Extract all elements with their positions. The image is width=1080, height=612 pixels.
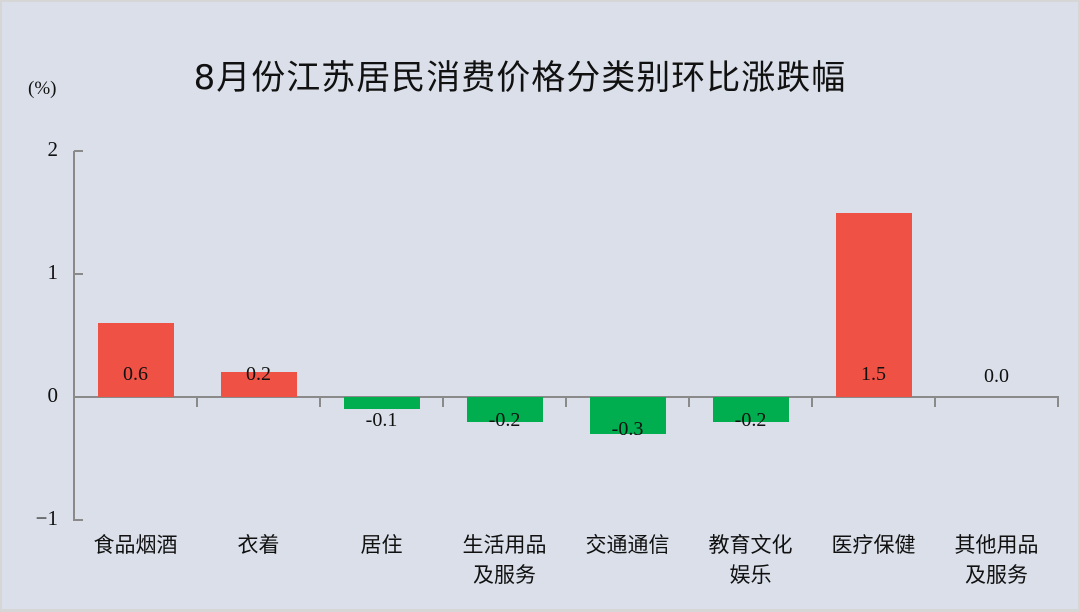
y-tick-label: −1 [35,506,58,530]
bar[interactable] [97,323,174,397]
bar[interactable] [589,397,666,434]
y-tick-label: 1 [47,260,59,284]
category-label-line: 食品烟酒 [93,533,178,557]
y-axis-tick [74,519,83,521]
y-tick-label: 0 [47,383,59,407]
x-axis-tick [319,397,321,407]
y-axis-line [73,151,75,521]
bar[interactable] [466,397,543,422]
bar[interactable] [712,397,789,422]
x-category-label: 食品烟酒 [74,530,197,560]
x-axis-tick [1057,397,1059,407]
x-category-label: 其他用品 及服务 [935,530,1058,590]
category-label-line: 教育文化 [708,533,793,557]
y-axis-unit: (%) [28,78,57,99]
data-label: 1.5 [861,363,886,385]
y-axis-tick [74,273,83,275]
x-category-label: 生活用品 及服务 [443,530,566,590]
bar[interactable] [220,372,297,397]
x-axis-tick [811,397,813,407]
bar[interactable] [343,397,420,410]
chart-title: 8月份江苏居民消费价格分类别环比涨跌幅 [193,58,847,98]
category-label-line: 居住 [360,533,403,557]
category-label-line: 医疗保健 [831,533,916,557]
bar[interactable] [835,212,912,397]
category-label-line: 及服务 [965,563,1028,587]
category-label-line: 衣着 [237,533,280,557]
data-label: -0.2 [734,409,767,431]
x-axis-tick [934,397,936,407]
y-tick-label: 2 [47,137,59,161]
x-category-label: 居住 [320,530,443,560]
x-category-label: 教育文化 娱乐 [689,530,812,590]
x-axis-tick [688,397,690,407]
x-axis-tick [565,397,567,407]
data-label: 0.2 [246,363,271,385]
x-category-label: 衣着 [197,530,320,560]
data-label: 0.6 [123,363,148,385]
x-axis-tick [442,397,444,407]
data-label: -0.2 [488,409,521,431]
category-label-line: 其他用品 [954,533,1039,557]
x-axis-tick [196,397,198,407]
data-label: -0.1 [365,409,398,431]
category-label-line: 及服务 [473,563,536,587]
category-label-line: 交通通信 [585,533,670,557]
x-category-label: 交通通信 [566,530,689,560]
category-label-line: 娱乐 [729,563,772,587]
data-label: 0.0 [984,365,1009,387]
x-category-label: 医疗保健 [812,530,935,560]
y-axis-tick [74,150,83,152]
data-label: -0.3 [611,417,644,440]
category-label-line: 生活用品 [462,533,547,557]
